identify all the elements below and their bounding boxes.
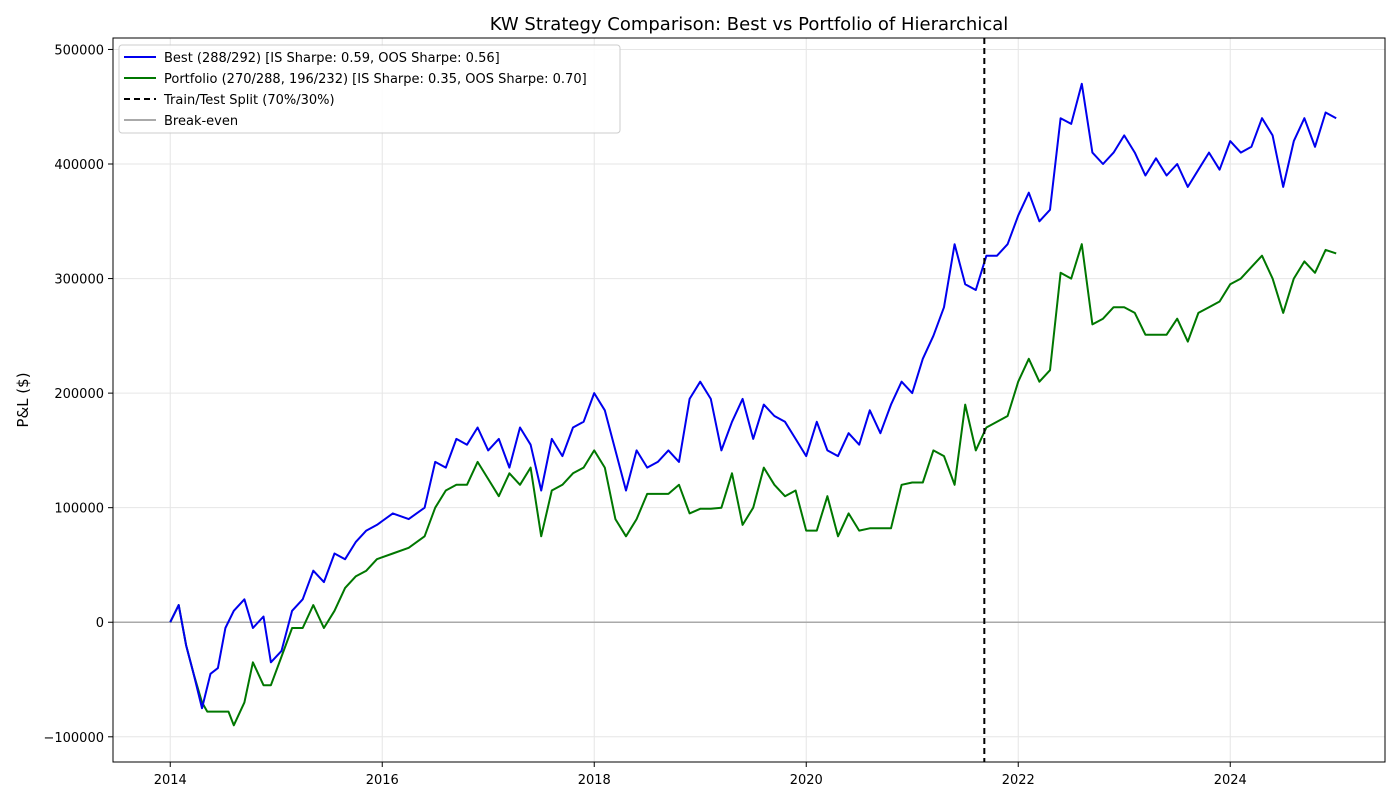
legend-label-split: Train/Test Split (70%/30%) bbox=[163, 93, 335, 108]
legend: Best (288/292) [IS Sharpe: 0.59, OOS Sha… bbox=[118, 44, 621, 134]
y-tick-label: 100000 bbox=[54, 502, 104, 517]
y-tick-label: 300000 bbox=[54, 273, 104, 288]
legend-label-portfolio: Portfolio (270/288, 196/232) [IS Sharpe:… bbox=[164, 72, 587, 87]
legend-box bbox=[118, 44, 621, 134]
legend-label-breakeven: Break-even bbox=[164, 114, 238, 129]
x-axis-ticks: 2014 2016 2018 2020 2022 2024 bbox=[154, 762, 1247, 788]
x-tick-label: 2016 bbox=[366, 773, 399, 788]
chart-title: KW Strategy Comparison: Best vs Portfoli… bbox=[490, 14, 1009, 35]
y-tick-label: −100000 bbox=[43, 731, 104, 746]
portfolio-series-line bbox=[169, 243, 1337, 727]
best-series-line bbox=[169, 82, 1337, 710]
plot-frame bbox=[112, 37, 1386, 763]
x-tick-label: 2022 bbox=[1002, 773, 1035, 788]
x-tick-label: 2024 bbox=[1214, 773, 1247, 788]
y-tick-label: 400000 bbox=[54, 158, 104, 173]
y-tick-label: 0 bbox=[96, 616, 104, 631]
y-tick-label: 500000 bbox=[54, 43, 104, 58]
x-tick-label: 2020 bbox=[790, 773, 823, 788]
legend-label-best: Best (288/292) [IS Sharpe: 0.59, OOS Sha… bbox=[164, 51, 500, 66]
series-layer bbox=[169, 82, 1337, 727]
x-tick-label: 2018 bbox=[578, 773, 611, 788]
y-axis-ticks: −100000 0 100000 200000 300000 400000 500000 bbox=[43, 43, 113, 746]
y-axis-label: P&L ($) bbox=[14, 372, 32, 427]
x-tick-label: 2014 bbox=[154, 773, 187, 788]
y-tick-label: 200000 bbox=[54, 387, 104, 402]
